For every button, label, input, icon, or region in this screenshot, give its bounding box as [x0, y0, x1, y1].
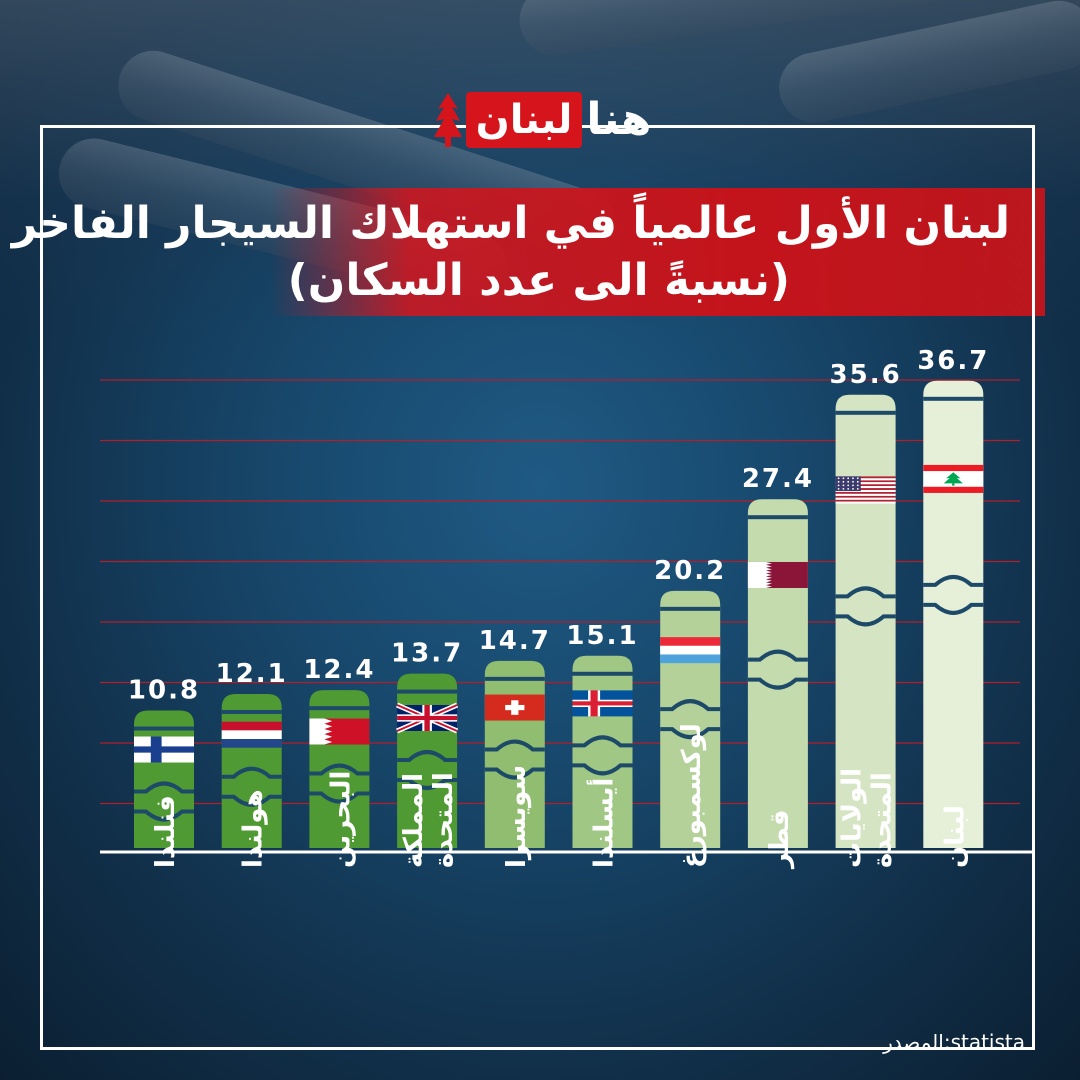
value-label: 20.2: [654, 556, 726, 586]
value-label: 15.1: [566, 621, 638, 651]
cigar-band-top: [221, 709, 282, 714]
cigar-ring: [747, 649, 808, 690]
cigar-band-top: [572, 671, 633, 676]
svg-text:الولايات: الولايات: [838, 768, 868, 868]
cigar-band-top: [397, 689, 458, 694]
netherlands-flag: [221, 721, 282, 748]
logo: لبنان هنا: [415, 88, 670, 152]
value-label: 13.7: [391, 639, 463, 669]
cigar-ring: [309, 763, 370, 804]
category-label: لوكسمبورغ: [677, 723, 707, 868]
value-label: 27.4: [742, 464, 814, 494]
cigar-ring: [134, 781, 194, 822]
svg-text:البحرين: البحرين: [326, 771, 356, 868]
bar-bahrain: [309, 690, 370, 848]
category-label: المملكة المتحدة: [399, 772, 459, 868]
iceland-flag: [572, 690, 633, 717]
category-label: لبنان: [940, 805, 970, 868]
cigar-ring: [572, 735, 633, 776]
cigar-band-top: [134, 726, 194, 731]
value-label: 14.7: [479, 626, 551, 656]
chart-title-line1: لبنان الأول عالمياً في استهلاك السيجار ا…: [11, 198, 1010, 249]
value-label: 36.7: [917, 346, 989, 376]
category-label: قطر: [765, 809, 795, 870]
cigar-band-top: [747, 515, 808, 520]
usa-flag: [835, 476, 896, 504]
bar-finland: [134, 710, 194, 848]
cigar-ring: [484, 739, 545, 780]
finland-flag: [134, 736, 194, 763]
value-label: 12.1: [216, 659, 288, 689]
category-label: البحرين: [326, 771, 356, 868]
svg-text:قطر: قطر: [765, 809, 795, 870]
logo-red-text: لبنان: [465, 92, 583, 148]
cigar-ring: [923, 574, 984, 615]
svg-text:أيسلندا: أيسلندا: [587, 778, 620, 868]
logo-white-text: هنا: [586, 94, 652, 145]
bar-luxembourg: [660, 590, 721, 848]
svg-text:لبنان: لبنان: [940, 805, 970, 868]
cigar-band-top: [923, 396, 984, 401]
bahrain-flag: [309, 718, 370, 745]
bar: [747, 499, 808, 848]
value-label: 10.8: [128, 676, 200, 706]
category-label: سويسرا: [502, 765, 532, 868]
category-label: هولندا: [239, 789, 269, 868]
svg-text:فنلندا: فنلندا: [151, 795, 181, 868]
bar-lebanon: [923, 380, 984, 848]
bar-switzerland: [484, 660, 545, 848]
qatar-flag: [747, 561, 808, 588]
lebanon-flag: [923, 464, 984, 493]
value-label: 12.4: [303, 655, 375, 685]
luxembourg-flag: [660, 637, 721, 664]
cigar-band-top: [660, 606, 721, 611]
title-band: [270, 188, 1045, 316]
svg-text:المملكة: المملكة: [399, 773, 429, 868]
chart-title-line2: (نسبةً الى عدد السكان): [287, 255, 790, 306]
cigar-ring: [397, 750, 458, 790]
bar: [835, 394, 896, 848]
cigar-band-top: [484, 676, 545, 681]
bar-iceland: [572, 655, 633, 848]
svg-text:سويسرا: سويسرا: [502, 765, 532, 868]
bar-uk: [396, 673, 459, 848]
cedar-icon: [433, 93, 462, 147]
svg-text:المتحدة: المتحدة: [868, 772, 898, 868]
switzerland-flag: [484, 694, 545, 721]
category-label: الولايات المتحدة: [838, 768, 898, 868]
svg-text:هولندا: هولندا: [239, 789, 269, 868]
cigar-band-top: [835, 410, 896, 415]
bar-qatar: [747, 499, 808, 848]
value-label: 35.6: [830, 360, 902, 390]
svg-text:لوكسمبورغ: لوكسمبورغ: [677, 723, 707, 868]
cigar-ring: [221, 766, 282, 807]
bar-netherlands: [221, 693, 282, 848]
cigar-ring: [835, 586, 896, 627]
cigar-ring: [660, 699, 721, 740]
cigar-band-top: [309, 706, 370, 711]
bar-usa: [835, 394, 896, 848]
category-label: فنلندا: [151, 795, 181, 868]
category-label: أيسلندا: [587, 778, 620, 868]
source-note: المصدر:statista: [883, 1030, 1025, 1054]
svg-text:المتحدة: المتحدة: [429, 772, 459, 868]
uk-flag: [396, 702, 459, 734]
